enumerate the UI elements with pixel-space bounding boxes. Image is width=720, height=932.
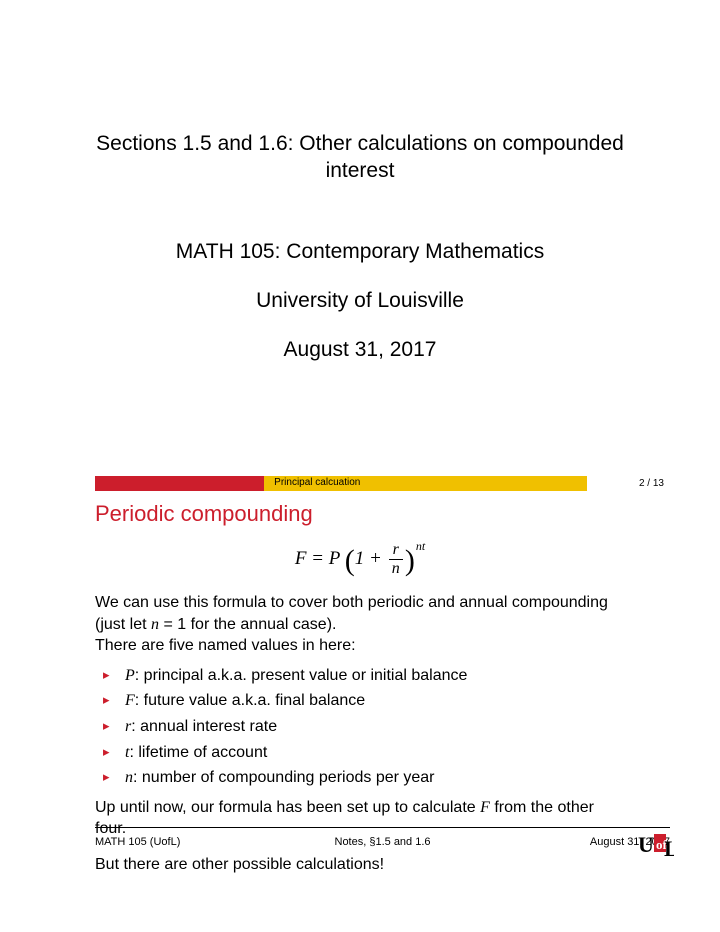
list-item: n: number of compounding periods per yea… xyxy=(125,765,625,791)
slide-title: Sections 1.5 and 1.6: Other calculations… xyxy=(70,130,650,185)
list-item: F: future value a.k.a. final balance xyxy=(125,688,625,714)
bullet-var: P xyxy=(125,667,135,684)
frac-den: n xyxy=(389,560,403,577)
formula-eq: = xyxy=(306,548,328,569)
rparen-icon: ) xyxy=(405,544,415,577)
frac-num: r xyxy=(389,542,403,560)
lparen-icon: ( xyxy=(345,544,355,577)
section-title: Periodic compounding xyxy=(95,501,625,527)
bullet-var: n xyxy=(125,769,133,786)
bar-red xyxy=(95,476,264,491)
title-line-1: Sections 1.5 and 1.6: Other calculations… xyxy=(96,132,624,155)
para3a: Up until now, our formula has been set u… xyxy=(95,799,480,816)
bar-yellow: Principal calcuation xyxy=(264,476,587,491)
para3-var: F xyxy=(480,799,490,816)
footer-mid: Notes, §1.5 and 1.6 xyxy=(287,836,479,848)
list-item: P: principal a.k.a. present value or ini… xyxy=(125,663,625,689)
formula-P: P xyxy=(329,548,340,569)
bullet-text: : annual interest rate xyxy=(131,718,277,735)
paragraph-2: There are five named values in here: xyxy=(95,635,625,657)
page-counter: 2 / 13 xyxy=(587,476,670,491)
paragraph-3: Up until now, our formula has been set u… xyxy=(95,797,625,840)
section-bar: Principal calcuation 2 / 13 xyxy=(95,476,670,491)
slide-footer: MATH 105 (UofL) Notes, §1.5 and 1.6 Augu… xyxy=(0,836,720,848)
para1-eq: = 1 for the annual case). xyxy=(159,616,336,633)
bullet-var: F xyxy=(125,692,135,709)
slide-content: Periodic compounding F = P (1 + rn)nt We… xyxy=(0,491,720,876)
formula: F = P (1 + rn)nt xyxy=(95,539,625,578)
slide-date: August 31, 2017 xyxy=(70,338,650,362)
formula-exp: nt xyxy=(416,539,425,553)
footer-left: MATH 105 (UofL) xyxy=(95,836,287,848)
university: University of Louisville xyxy=(70,289,650,313)
content-slide: Principal calcuation 2 / 13 Periodic com… xyxy=(0,476,720,876)
svg-text:L: L xyxy=(664,836,674,858)
bullet-text: : principal a.k.a. present value or init… xyxy=(135,667,468,684)
course-name: MATH 105: Contemporary Mathematics xyxy=(70,240,650,264)
bullet-list: P: principal a.k.a. present value or ini… xyxy=(95,663,625,791)
bullet-text: : number of compounding periods per year xyxy=(133,769,435,786)
bullet-text: : lifetime of account xyxy=(129,744,267,761)
bar-section-label: Principal calcuation xyxy=(274,477,360,488)
paragraph-1: We can use this formula to cover both pe… xyxy=(95,592,625,635)
uofl-logo-icon: U of L xyxy=(638,830,674,858)
title-line-2: interest xyxy=(326,159,395,182)
fraction: rn xyxy=(389,542,403,577)
paragraph-4: But there are other possible calculation… xyxy=(95,854,625,876)
list-item: t: lifetime of account xyxy=(125,740,625,766)
title-slide: Sections 1.5 and 1.6: Other calculations… xyxy=(0,0,720,362)
bullet-text: : future value a.k.a. final balance xyxy=(135,692,365,709)
formula-one: 1 + xyxy=(355,548,387,569)
formula-F: F xyxy=(295,548,307,569)
footer-divider xyxy=(95,827,670,828)
svg-text:U: U xyxy=(638,832,654,857)
list-item: r: annual interest rate xyxy=(125,714,625,740)
para1-n: n xyxy=(151,616,159,633)
